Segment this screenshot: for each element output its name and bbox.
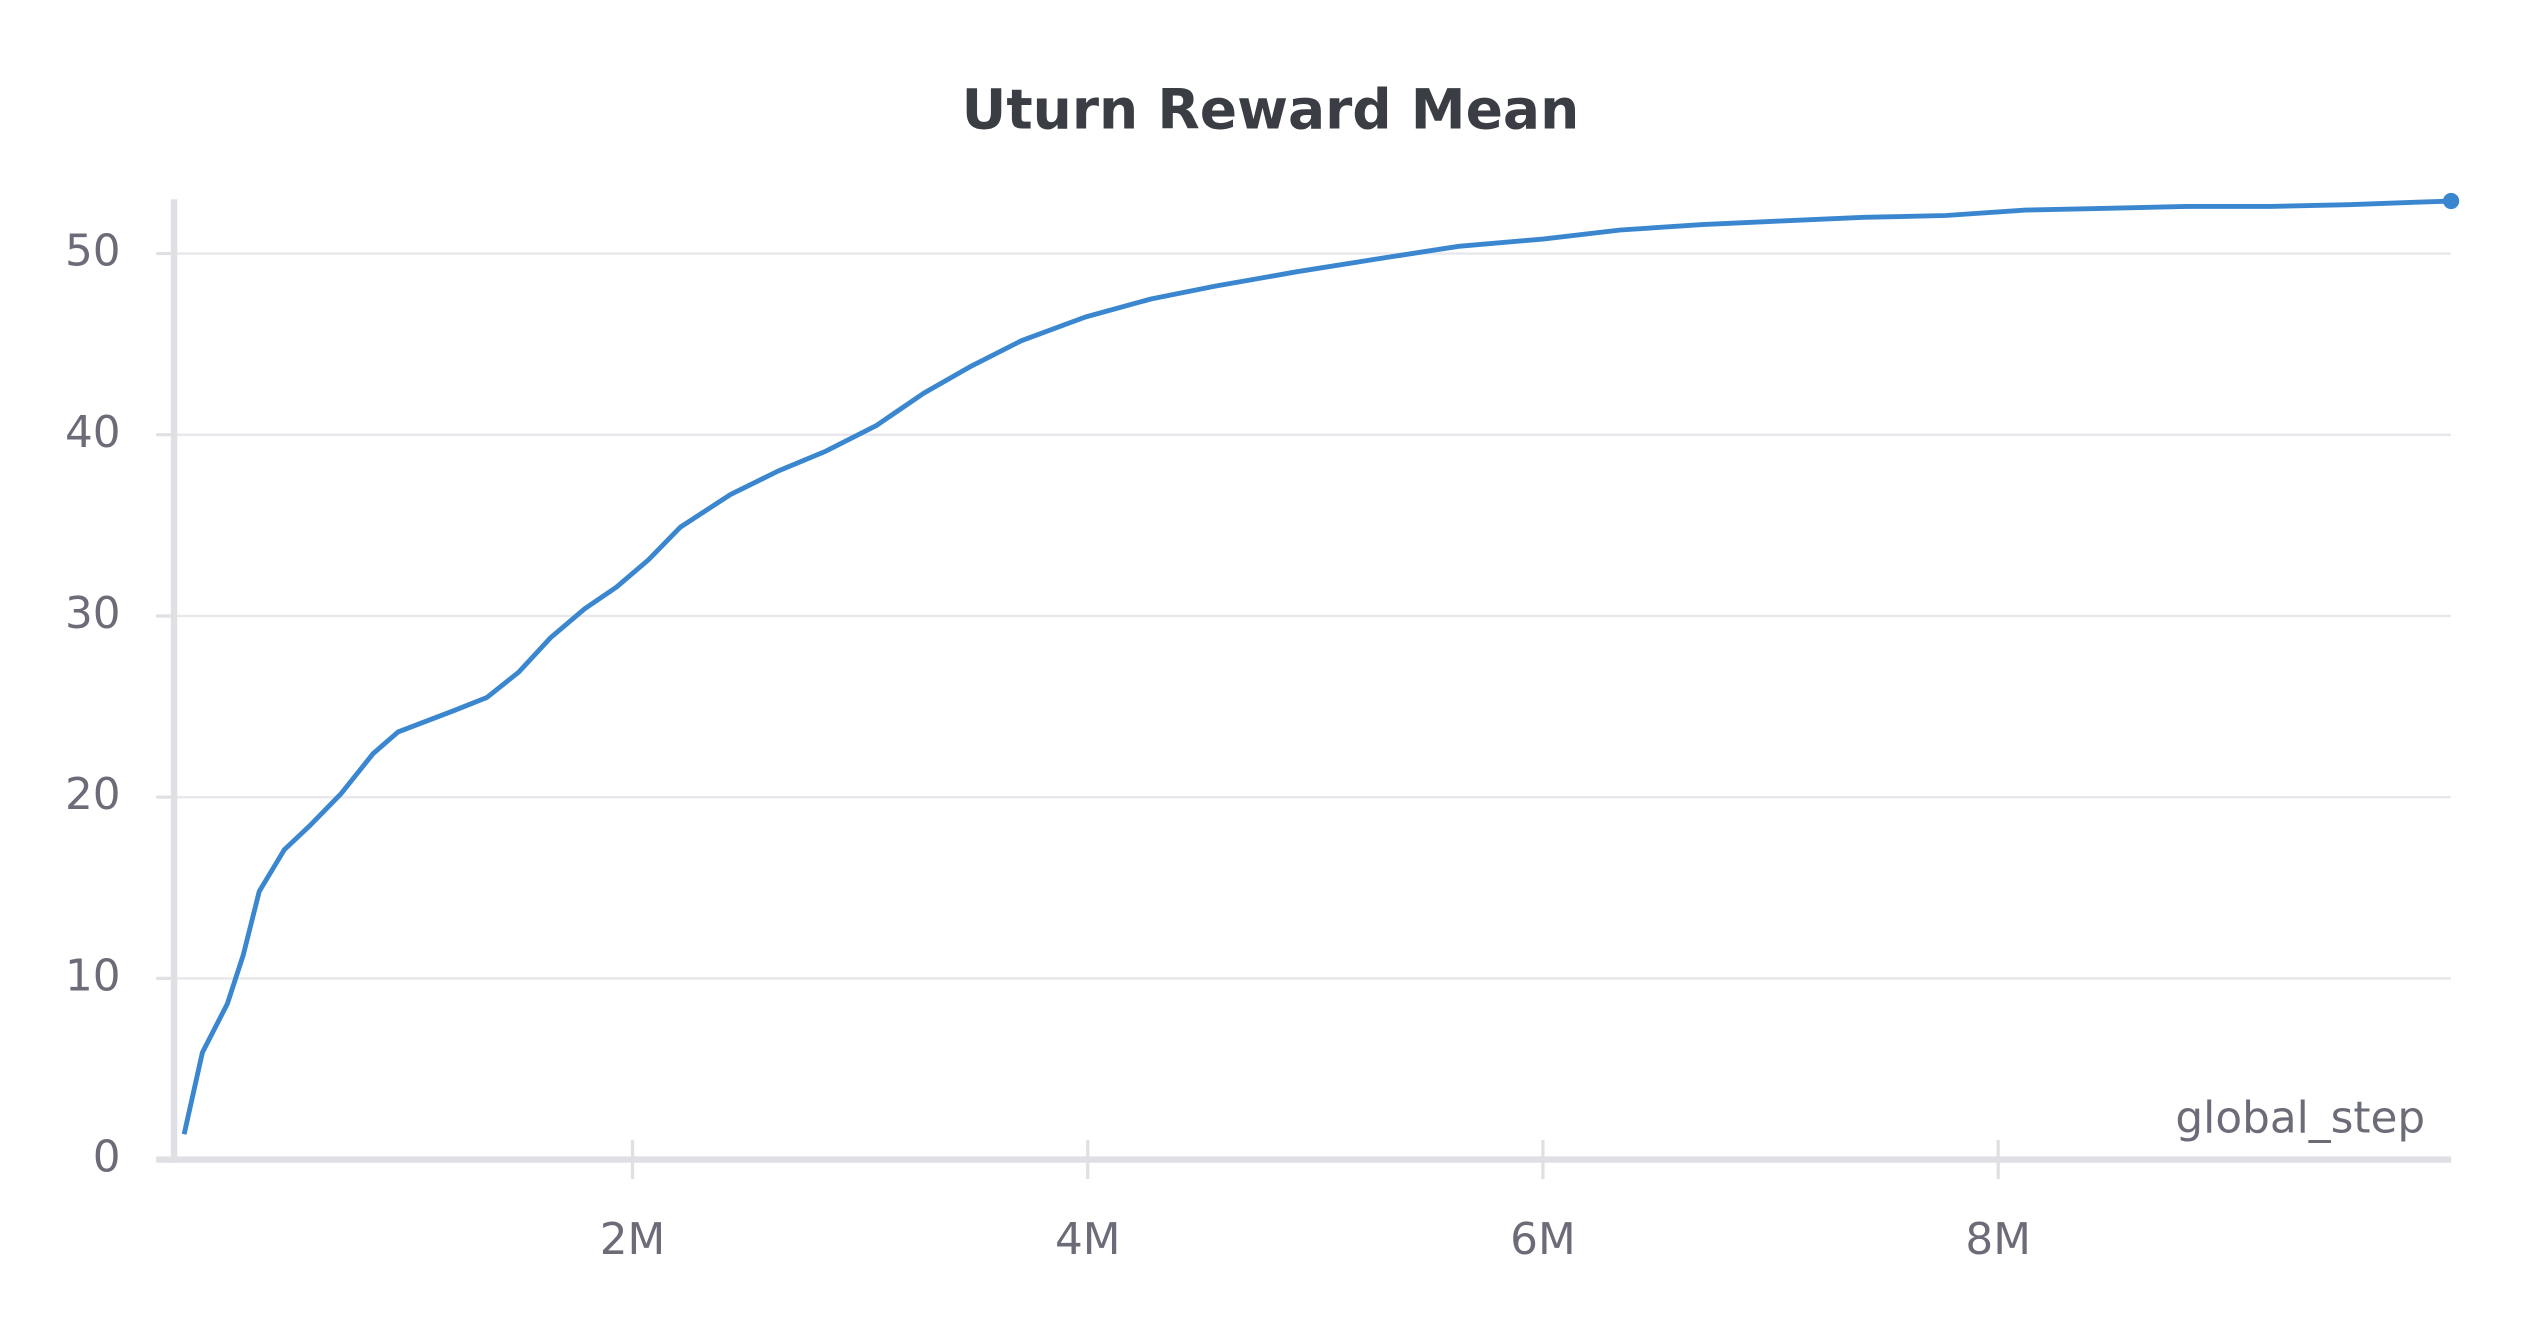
chart-title: Uturn Reward Mean — [962, 77, 1580, 141]
x-tick-label: 8M — [1965, 1214, 2031, 1265]
y-tick-label: 20 — [65, 769, 121, 820]
x-tick-label: 6M — [1510, 1214, 1576, 1265]
y-tick-label: 30 — [65, 588, 121, 639]
end-point — [2443, 192, 2460, 210]
y-tick-label: 40 — [65, 407, 121, 458]
line-series — [181, 198, 2452, 1135]
y-tick-label: 50 — [65, 226, 121, 277]
x-tick-label: 4M — [1055, 1214, 1121, 1265]
x-tick-label: 2M — [600, 1214, 666, 1265]
x-axis-label: global_step — [2175, 1093, 2425, 1144]
y-tick-label: 10 — [65, 950, 121, 1001]
y-tick-label: 0 — [93, 1132, 121, 1183]
